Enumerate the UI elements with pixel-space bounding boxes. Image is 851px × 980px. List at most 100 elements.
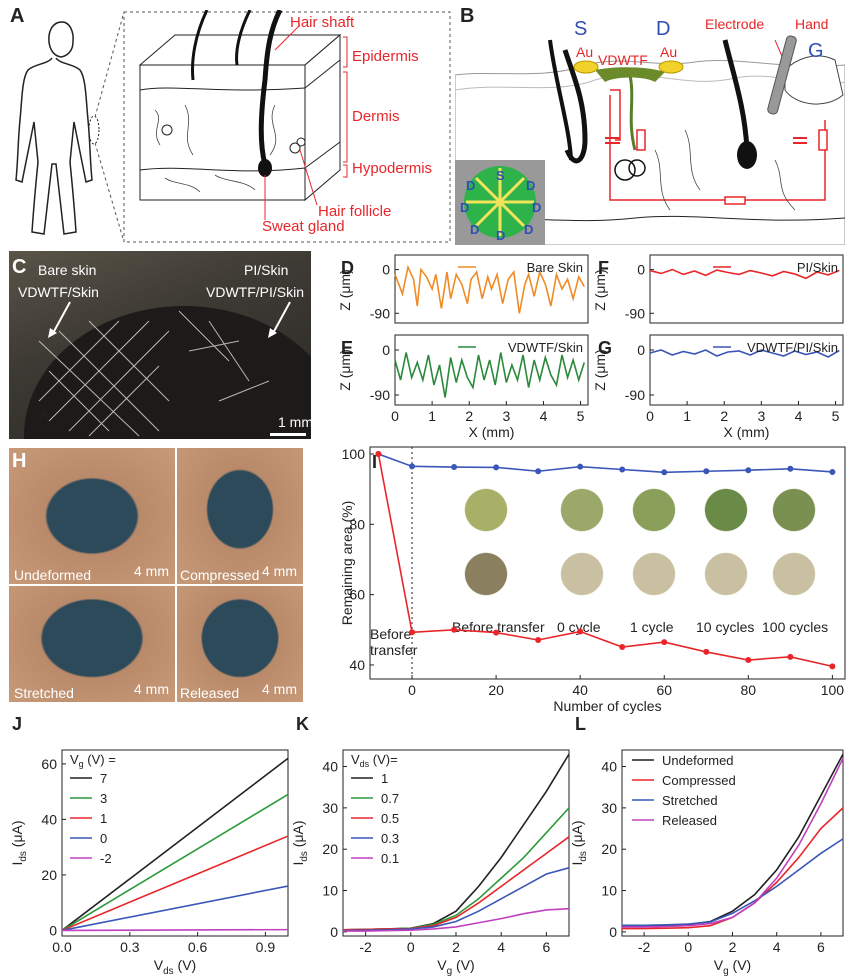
panel-label-f: F [598,258,609,278]
y-tick-label-e: -90 [370,387,390,403]
y-tick-label-l: 10 [601,883,617,899]
legend-label-d: Bare Skin [527,260,583,275]
inset-1-bottom [623,544,685,604]
x-tick-label-l: 6 [817,939,825,955]
x-tick-label-i: 40 [572,682,588,698]
y-tick-label-l: 30 [601,800,617,816]
x-tick-label-e: 3 [502,408,510,424]
legend-label-l-1: Compressed [662,773,736,788]
legend-label-j-2: 1 [100,811,107,826]
panel-label-b: B [460,5,475,27]
series-line-l-2 [622,838,844,927]
label-source: S [574,18,588,40]
chart-frame-g [649,334,844,406]
chart-frame-d [394,254,589,324]
series-line-k-4 [343,907,570,932]
series-line-e-0 [394,352,586,398]
data-point-i [493,464,500,471]
before-transfer-label: Before transfer [370,626,418,658]
series-line-k-1 [342,807,570,931]
data-point-i [703,468,710,475]
scale-released: 4 mm [262,681,297,697]
label-hair-shaft: Hair shaft [290,14,355,31]
y-tick-label-e: 0 [382,342,390,358]
x-tick-label-g: 3 [757,408,765,424]
x-tick-label-l: 0 [684,939,692,955]
before-transfer-line2: transfer [370,642,418,658]
label-hypodermis: Hypodermis [352,160,433,177]
x-axis-label-i: Number of cycles [553,698,661,714]
legend-label-e: VDWTF/Skin [508,340,583,355]
inset-label-d7: D [524,222,534,237]
x-tick-label-g: 4 [795,408,803,424]
photo-compressed [176,447,304,585]
panel-label-k: K [296,714,309,734]
series-line-f-0 [649,268,840,280]
legend-label-l-0: Undeformed [662,753,734,768]
panel-label-h: H [12,450,27,472]
y-tick-label-f: -90 [625,305,645,321]
human-silhouette [15,21,100,235]
chart-frame-f [649,254,844,324]
series-line-j-2 [61,835,289,932]
label-stretched: Stretched [14,685,74,701]
y-tick-label-l: 20 [601,841,617,857]
y-axis-label-k: Ids (μA) [290,820,310,865]
x-tick-label-k: 6 [543,939,551,955]
x-tick-label-j: 0.6 [188,939,208,955]
legend-label-j-4: -2 [100,851,112,866]
inset-caption-10: 10 cycles [696,619,755,635]
inset-caption-1: 1 cycle [630,619,674,635]
panel-label-g: G [598,338,612,358]
y-tick-label-k: 40 [322,759,338,775]
data-point-i [451,464,458,471]
photo-released [176,585,304,703]
x-tick-label-e: 2 [465,408,473,424]
inset-label-d2: D [526,178,536,193]
y-tick-label-k: 20 [322,841,338,857]
y-axis-label-j: Ids (μA) [9,820,29,865]
panel-label-d: D [341,258,354,278]
label-epidermis: Epidermis [352,48,419,65]
scale-undeformed: 4 mm [134,563,169,579]
label-arrows [48,301,291,338]
legend-label-j-3: 0 [100,831,107,846]
chart-frame-j [61,749,289,937]
x-tick-label-e: 5 [577,408,585,424]
x-tick-label-l: 2 [729,939,737,955]
panel-label-a: A [10,5,25,27]
series-line-k-0 [342,753,570,931]
label-drain: D [656,18,671,40]
data-point-i [375,451,382,458]
panel-label-j: J [12,714,22,734]
y-tick-label-j: 60 [41,756,57,772]
series-line-j-1 [61,793,289,932]
y-axis-label-i: Remaining area (%) [339,501,355,626]
y-axis-label-f: Z (μm) [592,269,608,311]
x-tick-label-l: -2 [638,939,651,955]
y-tick-label-g: 0 [637,342,645,358]
x-tick-label-g: 2 [720,408,728,424]
data-point-i [619,466,626,473]
y-tick-label-i: 80 [349,516,365,532]
x-tick-label-e: 4 [540,408,548,424]
x-tick-label-e: 0 [391,408,399,424]
inset-0-top [551,480,613,540]
y-tick-label-j: 40 [41,811,57,827]
inset-0-bottom [551,544,613,604]
y-tick-label-d: -90 [370,305,390,321]
x-axis-label-k: Vg (V) [437,957,474,977]
device-inset [455,160,545,245]
x-tick-label-i: 60 [656,682,672,698]
y-tick-label-i: 40 [349,657,365,673]
series-line-d-0 [394,264,585,314]
inset-label-s: S [496,168,505,183]
label-au-left: Au [576,44,594,60]
x-tick-label-k: 0 [407,939,415,955]
label-compressed: Compressed [180,567,260,583]
data-point-i [619,644,626,651]
label-undeformed: Undeformed [14,567,92,583]
inset-label-d1: D [466,178,476,193]
skin-patch-image [24,306,311,439]
inset-caption-100: 100 cycles [762,619,829,635]
